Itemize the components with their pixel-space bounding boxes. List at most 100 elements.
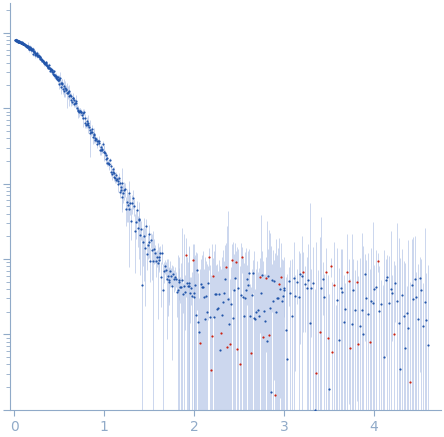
Point bbox=[122, 205, 129, 212]
Point bbox=[126, 189, 133, 196]
Point bbox=[36, 54, 43, 61]
Point bbox=[12, 37, 19, 44]
Point bbox=[213, 290, 220, 297]
Point bbox=[177, 284, 184, 291]
Point bbox=[212, 290, 219, 297]
Point bbox=[169, 282, 176, 289]
Point bbox=[24, 43, 31, 50]
Point bbox=[32, 50, 40, 57]
Point bbox=[27, 45, 34, 52]
Point bbox=[158, 274, 165, 281]
Point bbox=[37, 55, 44, 62]
Point bbox=[252, 308, 259, 315]
Point bbox=[168, 272, 175, 279]
Point bbox=[28, 47, 35, 54]
Point bbox=[248, 292, 255, 299]
Point bbox=[342, 306, 349, 313]
Point bbox=[55, 76, 62, 83]
Point bbox=[113, 177, 120, 184]
Point bbox=[20, 41, 27, 48]
Point bbox=[190, 289, 198, 296]
Point bbox=[25, 45, 32, 52]
Point bbox=[215, 304, 222, 311]
Point bbox=[17, 38, 24, 45]
Point bbox=[161, 263, 168, 270]
Point bbox=[219, 311, 226, 318]
Point bbox=[239, 293, 246, 300]
Point bbox=[14, 38, 21, 45]
Point bbox=[343, 269, 350, 276]
Point bbox=[24, 44, 32, 51]
Point bbox=[244, 281, 251, 288]
Point bbox=[350, 287, 357, 294]
Point bbox=[33, 52, 40, 59]
Point bbox=[387, 286, 394, 293]
Point bbox=[70, 101, 77, 108]
Point bbox=[99, 140, 107, 147]
Point bbox=[180, 282, 187, 289]
Point bbox=[301, 281, 309, 288]
Point bbox=[157, 250, 164, 257]
Point bbox=[118, 187, 125, 194]
Point bbox=[89, 128, 96, 135]
Point bbox=[130, 194, 137, 201]
Point bbox=[15, 38, 22, 45]
Point bbox=[34, 52, 41, 59]
Point bbox=[86, 127, 93, 134]
Point bbox=[156, 254, 163, 261]
Point bbox=[261, 317, 268, 324]
Point bbox=[377, 300, 385, 307]
Point bbox=[87, 128, 95, 135]
Point bbox=[227, 340, 234, 347]
Point bbox=[274, 294, 281, 301]
Point bbox=[160, 267, 167, 274]
Point bbox=[410, 295, 417, 302]
Point bbox=[84, 120, 91, 127]
Point bbox=[15, 38, 22, 45]
Point bbox=[207, 314, 214, 321]
Point bbox=[59, 80, 66, 87]
Point bbox=[38, 56, 45, 63]
Point bbox=[191, 282, 198, 289]
Point bbox=[67, 91, 74, 98]
Point bbox=[72, 99, 79, 106]
Point bbox=[85, 121, 92, 128]
Point bbox=[259, 333, 266, 340]
Point bbox=[234, 346, 241, 353]
Point bbox=[256, 274, 263, 281]
Point bbox=[17, 39, 24, 46]
Point bbox=[58, 80, 65, 87]
Point bbox=[140, 232, 147, 239]
Point bbox=[22, 42, 29, 49]
Point bbox=[353, 279, 360, 286]
Point bbox=[74, 107, 81, 114]
Point bbox=[197, 339, 204, 346]
Point bbox=[406, 379, 413, 386]
Point bbox=[144, 241, 151, 248]
Point bbox=[135, 216, 142, 223]
Point bbox=[129, 200, 136, 207]
Point bbox=[61, 83, 68, 90]
Point bbox=[28, 46, 36, 53]
Point bbox=[193, 311, 200, 318]
Point bbox=[14, 38, 21, 45]
Point bbox=[188, 284, 195, 291]
Point bbox=[36, 53, 44, 60]
Point bbox=[21, 41, 28, 48]
Point bbox=[12, 37, 20, 44]
Point bbox=[368, 297, 375, 304]
Point bbox=[151, 250, 159, 257]
Point bbox=[262, 274, 270, 281]
Point bbox=[15, 38, 22, 45]
Point bbox=[236, 360, 243, 367]
Point bbox=[123, 198, 130, 205]
Point bbox=[290, 275, 297, 282]
Point bbox=[348, 320, 355, 327]
Point bbox=[151, 246, 158, 253]
Point bbox=[163, 275, 170, 282]
Point bbox=[186, 280, 193, 287]
Point bbox=[115, 180, 122, 187]
Point bbox=[40, 59, 48, 66]
Point bbox=[14, 38, 21, 45]
Point bbox=[204, 309, 211, 316]
